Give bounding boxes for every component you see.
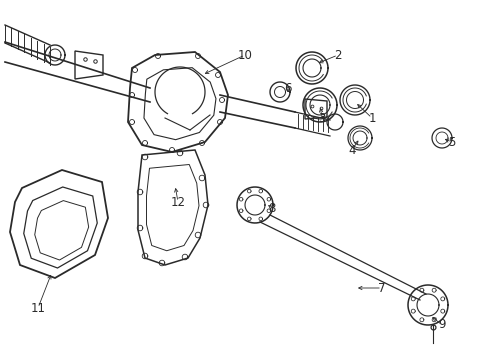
Text: 8: 8 <box>268 202 275 215</box>
Text: 9: 9 <box>437 319 445 332</box>
Text: 10: 10 <box>237 49 252 62</box>
Text: 7: 7 <box>378 282 385 294</box>
Text: 11: 11 <box>30 302 45 315</box>
Text: 12: 12 <box>170 195 185 208</box>
Text: 3: 3 <box>318 112 325 125</box>
Text: 5: 5 <box>447 135 455 149</box>
Text: 4: 4 <box>347 144 355 157</box>
Text: 1: 1 <box>367 112 375 125</box>
Text: 2: 2 <box>334 49 341 62</box>
Text: 6: 6 <box>284 81 291 94</box>
